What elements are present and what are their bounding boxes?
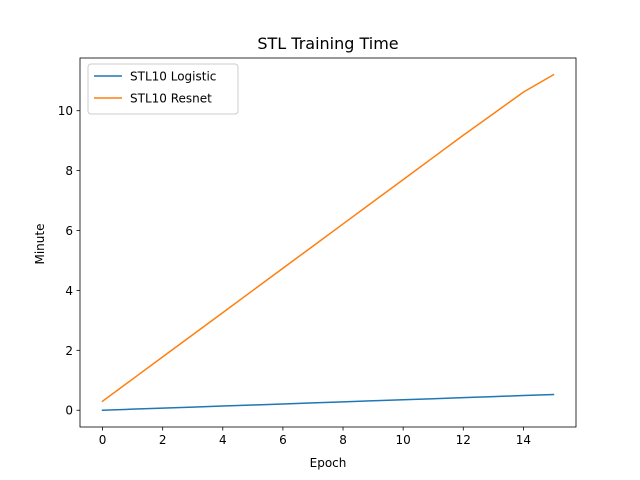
axes-frame bbox=[79, 57, 577, 428]
y-tick-label: 0 bbox=[65, 404, 73, 418]
y-axis-label: Minute bbox=[33, 224, 47, 265]
plot-area: 0 2 4 6 8 10 12 14 0 2 4 6 8 10 bbox=[58, 57, 577, 447]
x-axis-label: Epoch bbox=[310, 456, 347, 470]
y-tick-label: 2 bbox=[65, 344, 73, 358]
legend-label-2: STL10 Resnet bbox=[130, 92, 212, 106]
y-tick-label: 4 bbox=[65, 284, 73, 298]
series-line-1 bbox=[101, 393, 555, 412]
x-tick-label: 2 bbox=[159, 433, 167, 447]
x-tick-label: 0 bbox=[99, 433, 107, 447]
y-tick-label: 6 bbox=[65, 224, 73, 238]
x-tick-label: 10 bbox=[396, 433, 411, 447]
legend-label-1: STL10 Logistic bbox=[130, 70, 216, 84]
y-tick-label: 10 bbox=[58, 104, 73, 118]
y-tick-label: 8 bbox=[65, 164, 73, 178]
x-tick-label: 4 bbox=[219, 433, 227, 447]
x-tick-label: 8 bbox=[339, 433, 347, 447]
legend: STL10 Logistic STL10 Resnet bbox=[87, 63, 239, 115]
legend-box bbox=[87, 63, 239, 115]
series-line-2 bbox=[101, 73, 555, 403]
x-tick-label: 6 bbox=[279, 433, 287, 447]
x-tick-label: 14 bbox=[516, 433, 531, 447]
x-tick-label: 12 bbox=[456, 433, 471, 447]
chart-title: STL Training Time bbox=[257, 34, 398, 53]
